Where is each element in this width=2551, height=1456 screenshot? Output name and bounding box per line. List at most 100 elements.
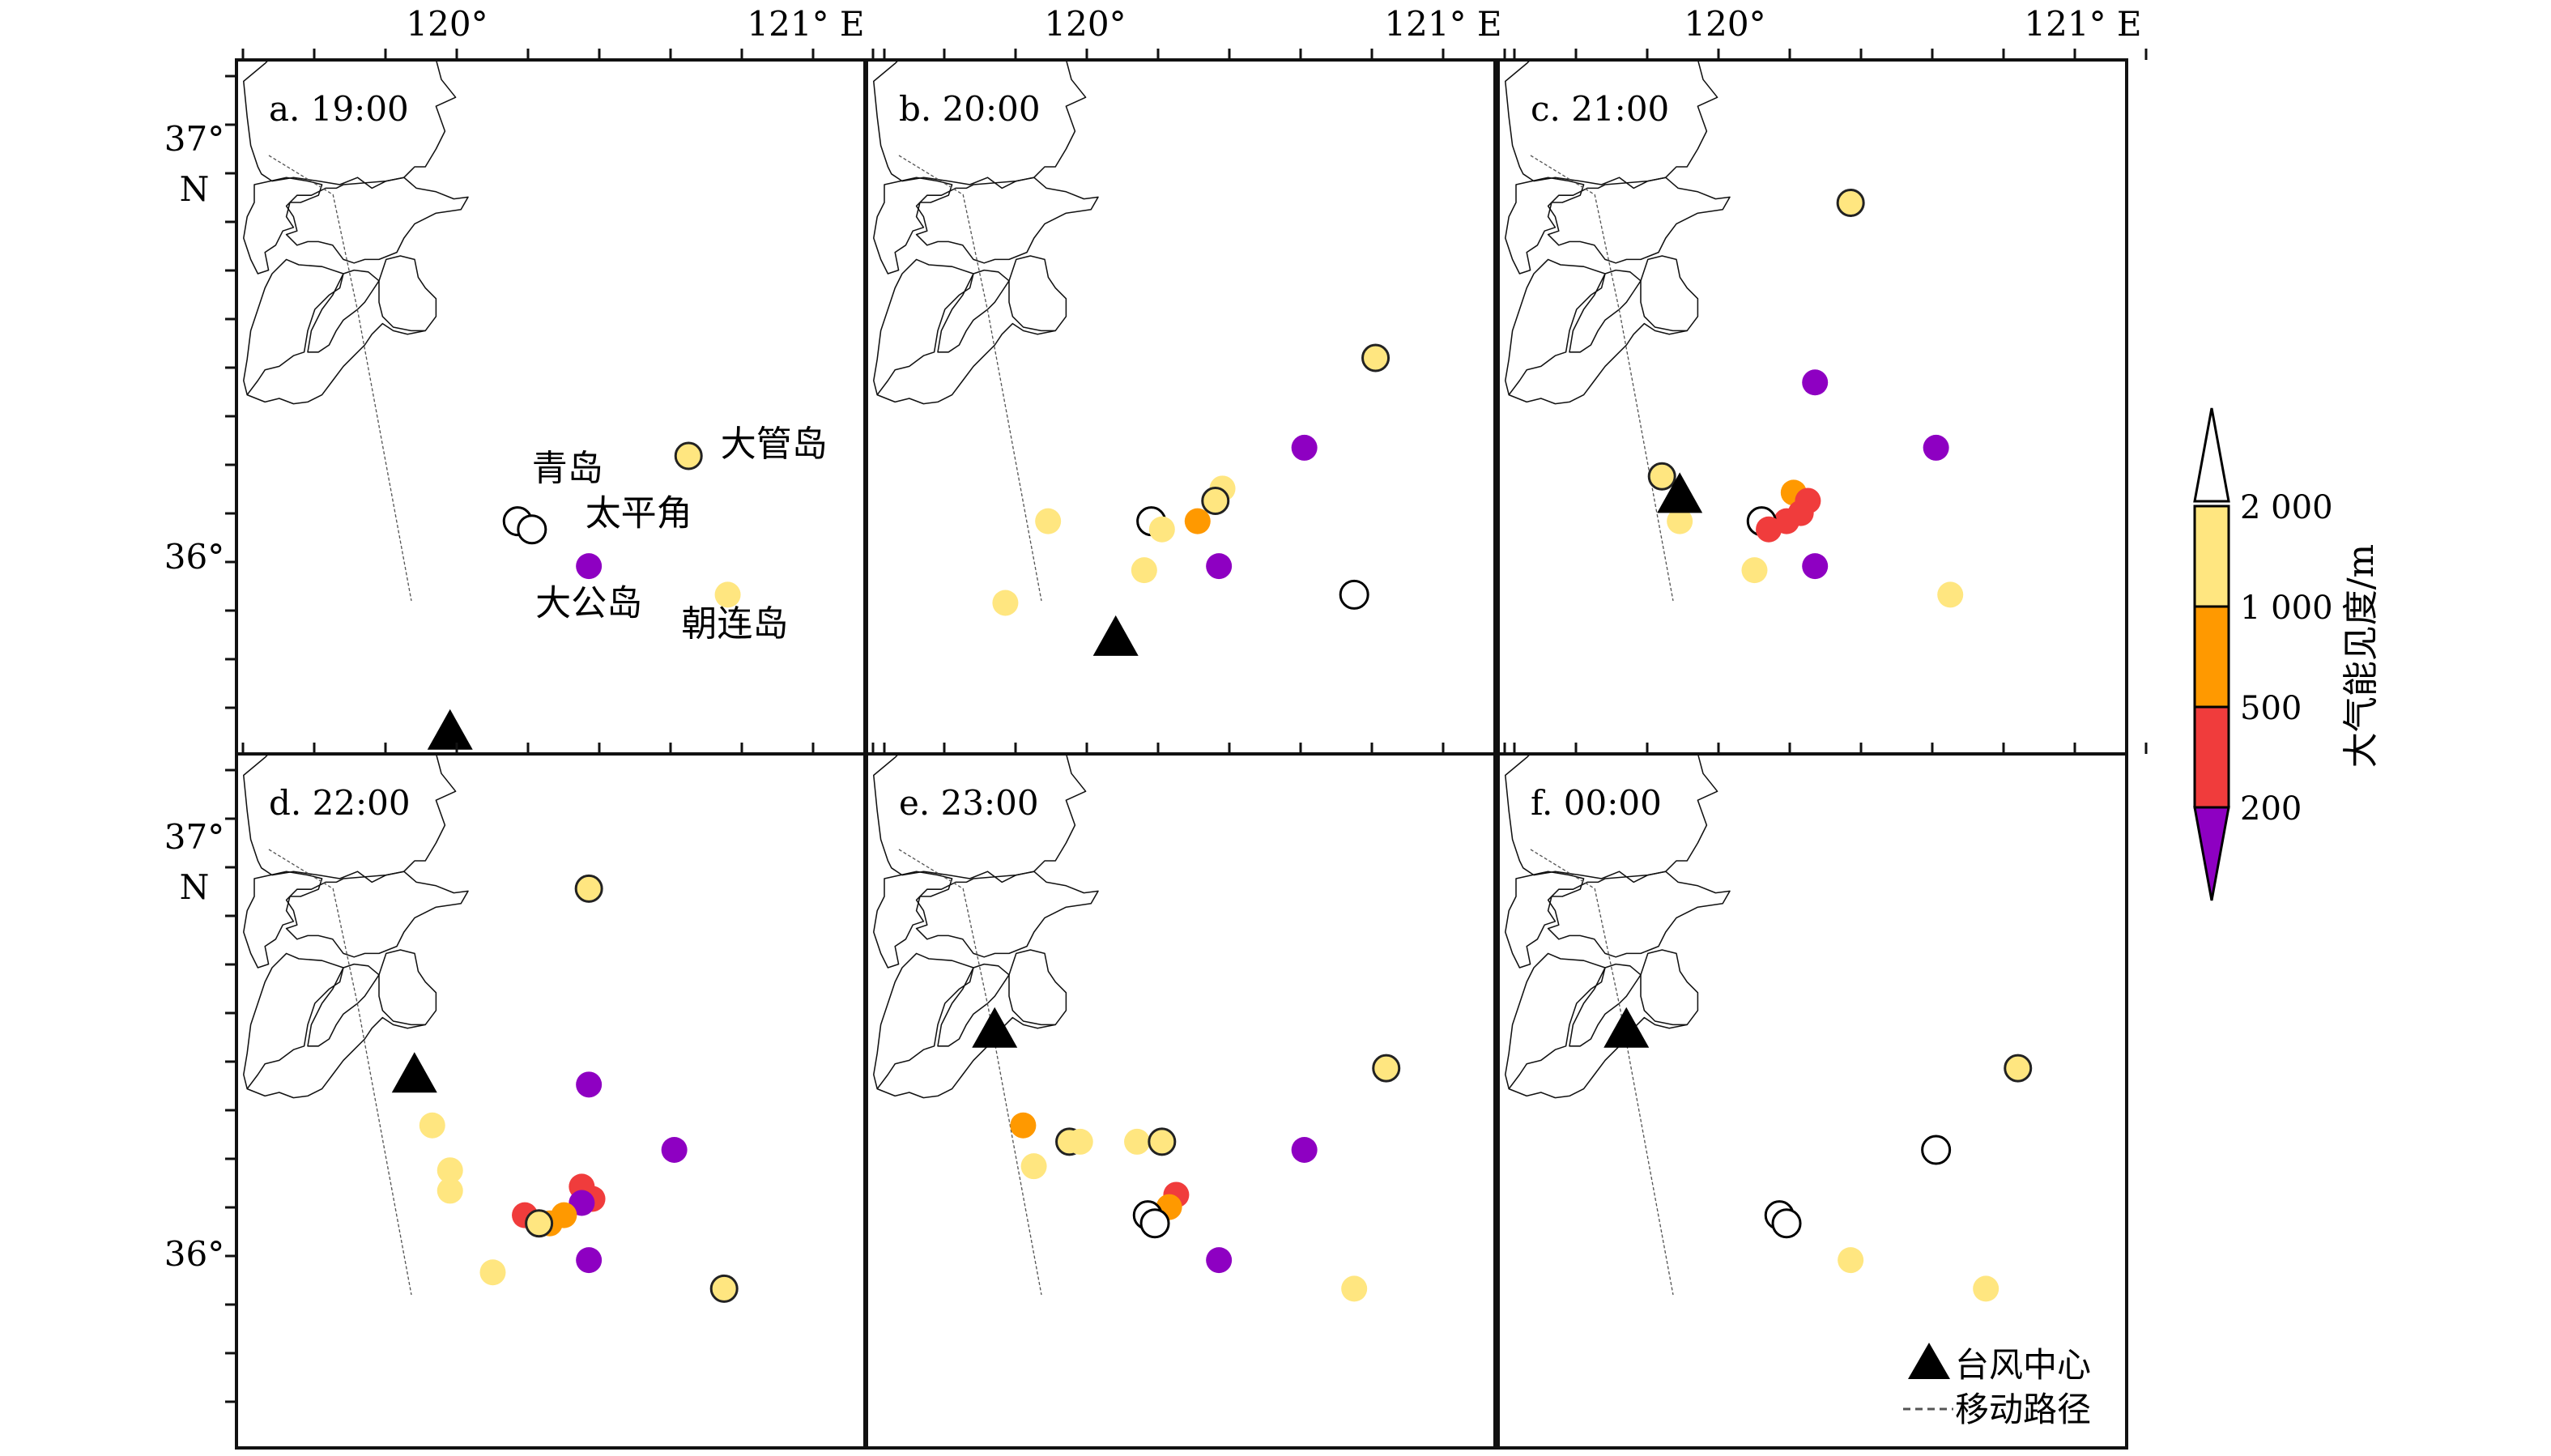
station-point-d-3 — [661, 1136, 688, 1163]
lon-label-121-c: 121° E — [2024, 4, 2141, 44]
lon-label-121-a: 121° E — [747, 4, 864, 44]
station-point-b-10 — [992, 590, 1019, 616]
panel-title-a: a. 19:00 — [269, 89, 409, 129]
map-panel-d: d. 22:00 — [225, 743, 886, 1450]
station-label-2: 大公岛 — [535, 583, 642, 624]
colorbar-segment-red — [2193, 705, 2230, 809]
map-panel-b: b. 20:00 — [865, 49, 1516, 756]
map-legend: 台风中心 移动路径 — [1903, 1343, 2091, 1429]
colorbar-tick-2000: 2 000 — [2240, 489, 2333, 526]
station-point-e-1 — [1291, 1136, 1318, 1163]
station-point-d-4 — [437, 1157, 463, 1184]
station-point-e-0 — [1372, 1054, 1401, 1083]
colorbar-tick-500: 500 — [2240, 690, 2302, 727]
lon-label-120-b: 120° — [1044, 4, 1126, 44]
station-point-f-0 — [2004, 1054, 2033, 1083]
map-panel-f: f. 00:00 — [1497, 743, 2148, 1450]
station-point-a-3 — [674, 441, 703, 470]
station-label-1: 太平角 — [586, 493, 692, 534]
station-point-c-4 — [1667, 508, 1693, 534]
panel-title-d: d. 22:00 — [269, 783, 411, 823]
panel-title-b: b. 20:00 — [899, 89, 1041, 129]
panel-frame-d — [235, 752, 867, 1450]
station-point-c-3 — [1647, 462, 1676, 491]
legend-typhoon-label: 台风中心 — [1955, 1345, 2091, 1385]
station-label-3: 大管岛 — [721, 424, 828, 465]
station-point-e-13 — [1341, 1275, 1368, 1302]
typhoon-center-marker-d — [391, 1052, 437, 1093]
station-point-e-4 — [1067, 1128, 1093, 1155]
legend-track-label: 移动路径 — [1955, 1390, 2091, 1429]
colorbar-tick-200: 200 — [2240, 790, 2302, 828]
station-point-d-12 — [525, 1209, 554, 1238]
map-panel-e: e. 23:00 — [865, 743, 1516, 1450]
station-point-b-3 — [1201, 486, 1230, 515]
lat-label-n-bottom: N — [180, 867, 210, 907]
station-point-d-0 — [574, 874, 603, 903]
typhoon-center-marker-f — [1603, 1007, 1650, 1048]
legend-typhoon-marker — [1908, 1343, 1950, 1379]
map-panel-c: c. 21:00 — [1497, 49, 2148, 756]
panel-frame-a — [235, 58, 867, 756]
typhoon-center-marker-c — [1657, 472, 1703, 513]
station-point-b-8 — [1131, 557, 1157, 584]
colorbar-bottom-triangle — [2193, 806, 2230, 901]
station-point-b-4 — [1184, 508, 1211, 534]
typhoon-center-marker-e — [972, 1007, 1018, 1048]
station-point-b-5 — [1035, 508, 1062, 534]
station-point-c-1 — [1802, 369, 1829, 396]
station-point-e-5 — [1124, 1128, 1151, 1155]
coastline-d — [243, 754, 469, 1099]
station-label-0: 青岛 — [532, 448, 603, 489]
colorbar-segment-orange — [2193, 605, 2230, 709]
colorbar-title: 大气能见度/m — [2340, 544, 2382, 768]
station-point-e-2 — [1010, 1112, 1037, 1139]
lon-label-121-b: 121° E — [1384, 4, 1501, 44]
panel-frame-c — [1497, 58, 2128, 756]
lon-label-120-a: 120° — [406, 4, 488, 44]
station-point-b-9 — [1206, 553, 1233, 580]
station-point-d-13 — [479, 1259, 506, 1286]
lat-label-37-bottom: 37° — [164, 817, 224, 857]
lat-label-36-top: 36° — [164, 537, 224, 577]
map-panel-a: a. 19:00 — [225, 49, 886, 756]
station-point-c-10 — [1756, 516, 1782, 543]
panel-title-e: e. 23:00 — [899, 783, 1039, 823]
panel-frame-b — [865, 58, 1497, 756]
station-point-c-0 — [1836, 188, 1865, 217]
station-point-a-1 — [517, 514, 547, 545]
panel-title-f: f. 00:00 — [1531, 783, 1662, 823]
station-point-e-7 — [1020, 1153, 1047, 1180]
panels-layer: a. 19:00 b. 20:00 c. 21:00 d. 22:00 e. 23:00… — [225, 49, 2148, 1450]
station-point-a-2 — [576, 553, 603, 580]
station-point-a-4 — [714, 581, 741, 608]
lat-label-n-top: N — [180, 169, 210, 209]
colorbar: 2 000 1 000 500 200 大气能见度/m — [2193, 407, 2382, 901]
coastline-b — [873, 60, 1099, 405]
station-point-f-1 — [1921, 1135, 1952, 1165]
station-point-c-2 — [1923, 434, 1949, 461]
lon-label-120-c: 120° — [1684, 4, 1765, 44]
station-point-f-5 — [1973, 1275, 1999, 1302]
station-point-d-5 — [437, 1177, 463, 1204]
station-point-d-14 — [576, 1247, 603, 1274]
typhoon-center-marker-a — [427, 709, 473, 750]
station-point-f-3 — [1771, 1208, 1802, 1239]
colorbar-segment-light — [2193, 504, 2230, 608]
station-point-d-1 — [576, 1071, 603, 1098]
station-point-b-1 — [1291, 434, 1318, 461]
station-point-c-13 — [1937, 581, 1964, 608]
panel-title-c: c. 21:00 — [1531, 89, 1669, 129]
typhoon-center-marker-b — [1092, 615, 1139, 656]
panel-frame-f — [1497, 752, 2128, 1450]
station-point-b-11 — [1339, 579, 1369, 610]
station-label-4: 朝连岛 — [681, 603, 788, 645]
coastline-c — [1505, 60, 1731, 405]
station-point-e-11 — [1139, 1208, 1170, 1239]
coastline-a — [243, 60, 469, 405]
station-point-f-4 — [1838, 1247, 1864, 1274]
station-point-c-12 — [1802, 553, 1829, 580]
lat-label-36-bottom: 36° — [164, 1234, 224, 1274]
